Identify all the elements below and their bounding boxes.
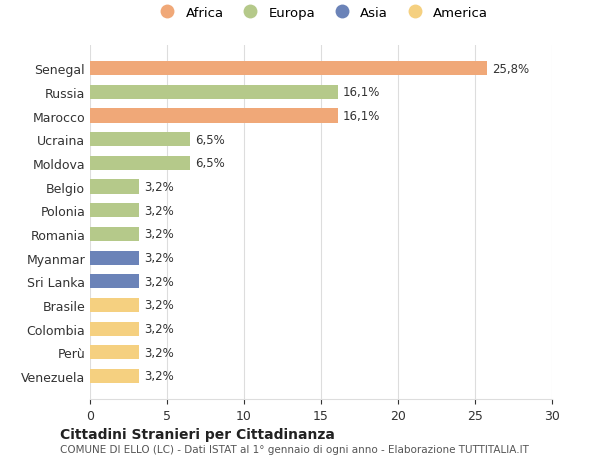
Bar [90,227,139,241]
Text: 3,2%: 3,2% [144,275,173,288]
Text: 3,2%: 3,2% [144,322,173,336]
Text: 6,5%: 6,5% [195,157,224,170]
Bar [90,180,139,194]
Bar [90,322,139,336]
Bar [90,85,338,100]
Bar [90,133,190,147]
Bar [90,346,139,360]
Text: 3,2%: 3,2% [144,181,173,194]
Bar [90,251,139,265]
Text: 3,2%: 3,2% [144,252,173,264]
Bar [90,204,139,218]
Bar [90,274,139,289]
Bar [90,298,139,313]
Text: 16,1%: 16,1% [343,110,380,123]
Text: 3,2%: 3,2% [144,346,173,359]
Bar [90,157,190,171]
Text: 16,1%: 16,1% [343,86,380,99]
Text: 3,2%: 3,2% [144,228,173,241]
Legend: Africa, Europa, Asia, America: Africa, Europa, Asia, America [154,6,488,20]
Text: Cittadini Stranieri per Cittadinanza: Cittadini Stranieri per Cittadinanza [60,427,335,442]
Bar [90,109,338,123]
Bar [90,62,487,76]
Text: 6,5%: 6,5% [195,134,224,146]
Text: COMUNE DI ELLO (LC) - Dati ISTAT al 1° gennaio di ogni anno - Elaborazione TUTTI: COMUNE DI ELLO (LC) - Dati ISTAT al 1° g… [60,444,529,453]
Bar [90,369,139,383]
Text: 25,8%: 25,8% [492,62,529,76]
Text: 3,2%: 3,2% [144,299,173,312]
Text: 3,2%: 3,2% [144,369,173,383]
Text: 3,2%: 3,2% [144,204,173,217]
